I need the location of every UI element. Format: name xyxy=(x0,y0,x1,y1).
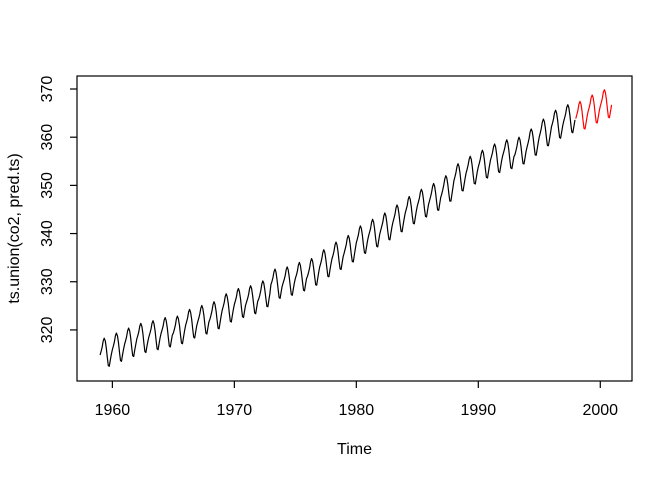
x-tick-label: 1960 xyxy=(95,402,131,419)
x-tick-label: 1980 xyxy=(339,402,375,419)
observed-co2-series-line xyxy=(99,104,576,367)
plot-border-box xyxy=(76,75,633,382)
y-tick-label: 360 xyxy=(39,124,56,151)
x-axis: 1960 1970 1980 1990 2000 xyxy=(95,381,618,419)
y-tick-label: 340 xyxy=(39,220,56,247)
x-tick-label: 1990 xyxy=(461,402,497,419)
x-tick-label: 1970 xyxy=(217,402,253,419)
x-axis-title: Time xyxy=(337,441,372,458)
forecast-series-line xyxy=(575,89,613,130)
y-tick-label: 350 xyxy=(39,172,56,199)
x-tick-label: 2000 xyxy=(582,402,618,419)
y-tick-label: 320 xyxy=(39,316,56,343)
y-tick-label: 330 xyxy=(39,268,56,295)
y-tick-label: 370 xyxy=(39,76,56,103)
y-axis-title: ts.union(co2, pred.ts) xyxy=(6,153,23,303)
y-axis: 320 330 340 350 360 370 xyxy=(39,76,77,343)
